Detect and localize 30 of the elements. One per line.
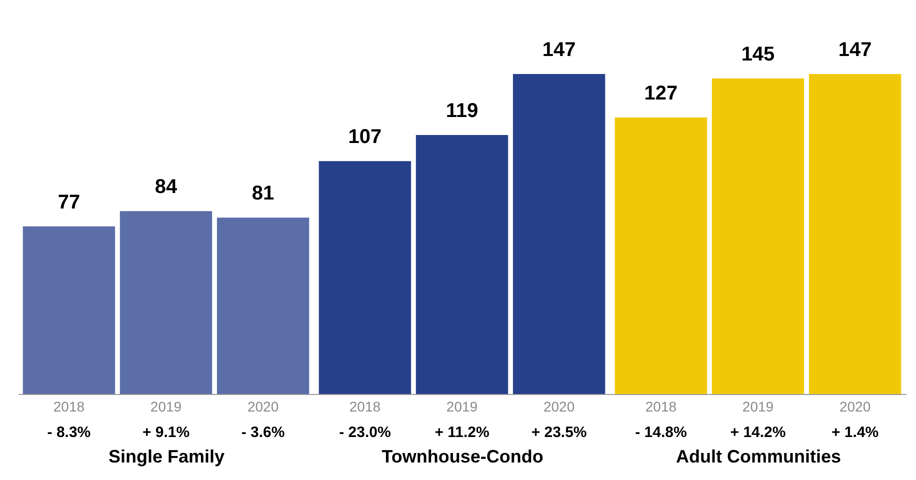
data-label: 119 [446,100,478,122]
x-axis-title: Single Family [108,446,225,466]
x-tick-label: 2018 [645,398,677,414]
text: + 9.1% [142,424,190,441]
data-label: 107 [348,126,382,148]
x-tick-label: 2020 [247,398,279,414]
x-axis-title: Adult Communities [676,446,841,466]
x-axis-title: Townhouse-Condo [382,446,544,466]
x-tick-label: 2020 [543,398,575,414]
text: + 23.5% [531,424,587,441]
x-tick-label: 2019 [150,398,182,414]
x-tick-label: 2018 [53,398,85,414]
data-label: 77 [58,191,80,214]
data-label: 147 [838,39,872,61]
data-label: 145 [741,43,775,66]
text: - 3.6% [241,424,285,441]
data-label: 84 [154,176,178,198]
x-tick-label: 2019 [446,398,478,414]
x-tick-label: 2018 [349,398,381,414]
data-label: 81 [252,182,274,205]
data-label: 147 [542,39,576,61]
text: - 8.3% [47,424,91,441]
data-label: 127 [644,82,678,105]
text: - 14.8% [635,424,687,441]
text: - 23.0% [339,424,391,441]
x-tick-label: 2019 [742,398,774,414]
text: + 14.2% [730,424,786,441]
x-tick-label: 2020 [839,398,871,414]
text: + 11.2% [434,424,490,441]
text: + 1.4% [831,424,879,441]
